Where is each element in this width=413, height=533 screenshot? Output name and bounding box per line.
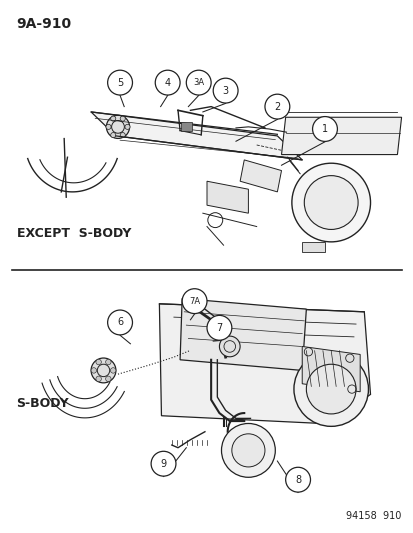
- Text: 2: 2: [273, 102, 280, 111]
- Circle shape: [105, 359, 111, 365]
- Circle shape: [285, 467, 310, 492]
- Circle shape: [293, 352, 368, 426]
- Circle shape: [107, 310, 132, 335]
- Text: 3A: 3A: [193, 78, 204, 87]
- Text: 6: 6: [117, 318, 123, 327]
- Text: S-BODY: S-BODY: [17, 397, 69, 410]
- Circle shape: [304, 176, 357, 229]
- Polygon shape: [159, 304, 370, 424]
- Text: 1: 1: [321, 124, 327, 134]
- Bar: [301, 242, 324, 252]
- Circle shape: [120, 116, 125, 121]
- Circle shape: [213, 78, 237, 103]
- Circle shape: [219, 336, 240, 357]
- Text: 8: 8: [294, 475, 300, 484]
- Circle shape: [264, 94, 289, 119]
- Polygon shape: [301, 346, 359, 392]
- Circle shape: [96, 359, 101, 365]
- Circle shape: [155, 70, 180, 95]
- Circle shape: [110, 368, 116, 373]
- Circle shape: [206, 316, 231, 340]
- Circle shape: [91, 368, 96, 373]
- Polygon shape: [206, 181, 248, 213]
- Text: 3: 3: [222, 86, 228, 95]
- Circle shape: [106, 115, 129, 139]
- Text: 94158  910: 94158 910: [345, 511, 401, 521]
- Bar: [181, 122, 191, 131]
- Circle shape: [221, 424, 275, 477]
- Circle shape: [110, 133, 116, 138]
- Circle shape: [107, 70, 132, 95]
- Circle shape: [231, 434, 264, 467]
- Circle shape: [182, 289, 206, 313]
- Polygon shape: [91, 112, 301, 160]
- Text: 5: 5: [116, 78, 123, 87]
- Text: 9A-910: 9A-910: [17, 17, 71, 31]
- Circle shape: [151, 451, 176, 476]
- Text: 7: 7: [216, 323, 222, 333]
- Text: 7A: 7A: [189, 297, 199, 305]
- Text: 4: 4: [164, 78, 170, 87]
- Circle shape: [106, 124, 111, 130]
- Polygon shape: [281, 117, 401, 155]
- Polygon shape: [240, 160, 281, 192]
- Circle shape: [312, 117, 337, 141]
- Circle shape: [186, 70, 211, 95]
- Circle shape: [291, 163, 370, 242]
- Circle shape: [125, 124, 130, 130]
- Text: 9: 9: [160, 459, 166, 469]
- Circle shape: [105, 376, 111, 382]
- Circle shape: [96, 376, 101, 382]
- Text: EXCEPT  S-BODY: EXCEPT S-BODY: [17, 227, 131, 239]
- Circle shape: [110, 116, 116, 121]
- Circle shape: [120, 133, 125, 138]
- Circle shape: [91, 358, 116, 383]
- Polygon shape: [180, 298, 306, 370]
- Circle shape: [306, 364, 355, 414]
